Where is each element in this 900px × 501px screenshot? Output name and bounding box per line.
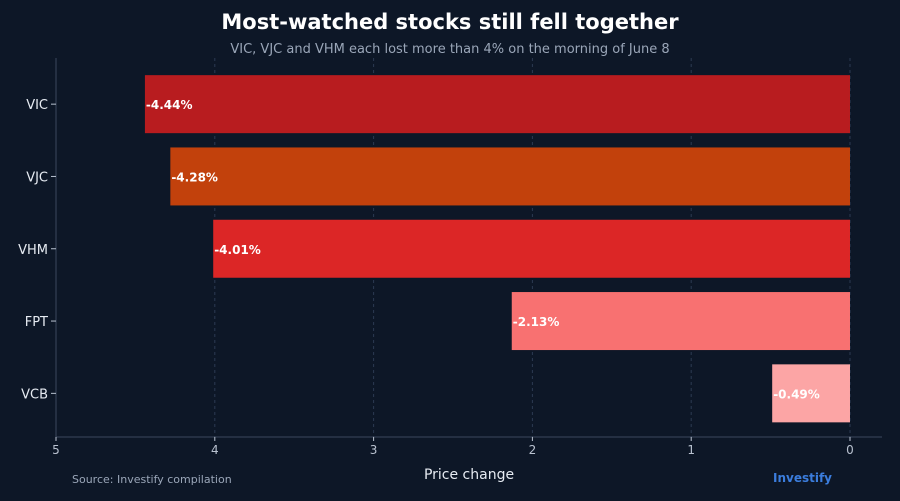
x-tick-label: 0 <box>846 443 854 457</box>
bar-vhm <box>213 219 850 278</box>
x-tick-label: 3 <box>370 443 378 457</box>
x-tick-label: 2 <box>529 443 537 457</box>
category-label: VCB <box>21 387 48 402</box>
x-tick-label: 5 <box>52 443 60 457</box>
x-tick-label: 1 <box>687 443 695 457</box>
data-label: -4.44% <box>146 98 193 112</box>
category-label: VJC <box>26 170 48 185</box>
category-label: VIC <box>26 98 48 113</box>
bar-fpt <box>511 292 850 351</box>
category-label: FPT <box>25 315 48 330</box>
chart-title: Most-watched stocks still fell together <box>221 10 679 34</box>
x-tick-label: 4 <box>211 443 219 457</box>
source-note: Source: Investify compilation <box>72 473 232 486</box>
data-label: -0.49% <box>773 387 820 401</box>
bar-vic <box>144 75 851 134</box>
category-label: VHM <box>18 243 48 258</box>
data-label: -4.28% <box>171 170 218 184</box>
data-label: -2.13% <box>513 315 560 329</box>
brand-logo: Investify <box>773 471 833 485</box>
bar-vcb <box>772 364 850 423</box>
bar-vjc <box>170 147 850 206</box>
data-label: -4.01% <box>214 243 261 257</box>
chart-subtitle: VIC, VJC and VHM each lost more than 4% … <box>230 42 670 57</box>
x-axis-label: Price change <box>424 467 514 483</box>
